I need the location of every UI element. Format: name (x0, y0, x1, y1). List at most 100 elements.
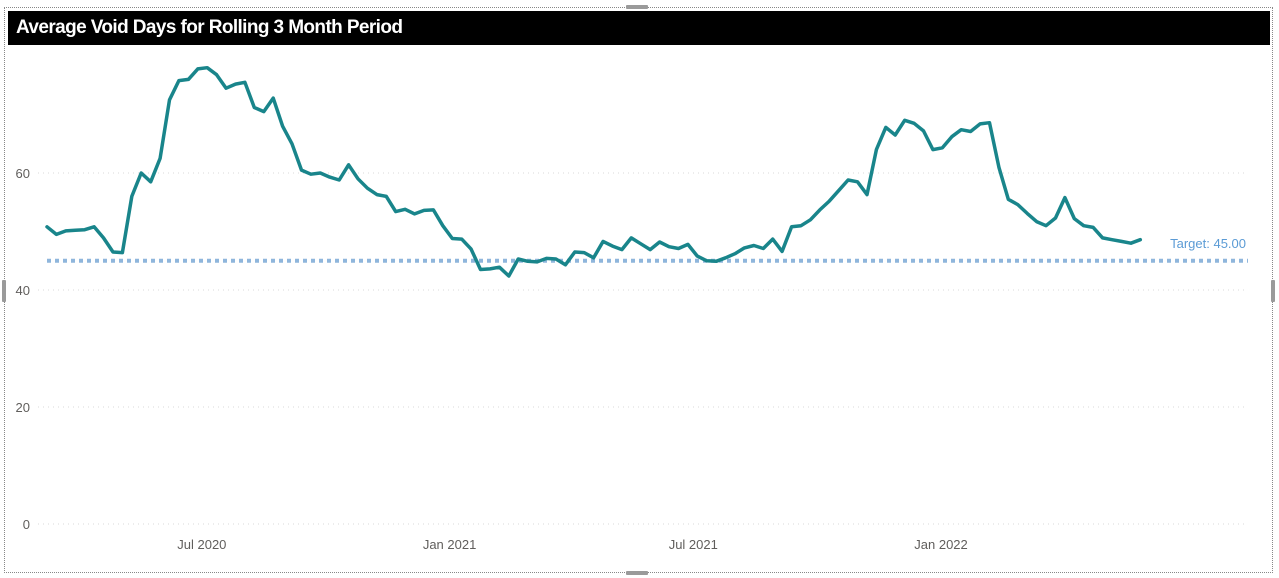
data-point[interactable] (477, 266, 485, 274)
data-point[interactable] (81, 226, 89, 234)
data-point[interactable] (882, 123, 890, 131)
data-point[interactable] (920, 127, 928, 135)
data-point[interactable] (250, 103, 258, 111)
data-point[interactable] (533, 258, 541, 266)
data-point[interactable] (722, 254, 730, 262)
data-point[interactable] (90, 223, 98, 231)
data-point[interactable] (429, 206, 437, 214)
data-point[interactable] (703, 257, 711, 265)
data-point[interactable] (543, 254, 551, 262)
data-point[interactable] (901, 116, 909, 124)
data-point[interactable] (844, 176, 852, 184)
data-point[interactable] (175, 77, 183, 85)
data-point[interactable] (938, 144, 946, 152)
data-point[interactable] (863, 191, 871, 199)
data-point[interactable] (71, 226, 79, 234)
data-point[interactable] (552, 255, 560, 263)
data-point[interactable] (985, 119, 993, 127)
resize-handle-left[interactable] (2, 280, 6, 302)
data-point[interactable] (373, 191, 381, 199)
data-point[interactable] (354, 175, 362, 183)
data-point[interactable] (269, 94, 277, 102)
data-point[interactable] (231, 80, 239, 88)
data-point[interactable] (297, 166, 305, 174)
data-point[interactable] (825, 197, 833, 205)
data-point[interactable] (684, 240, 692, 248)
data-point[interactable] (1033, 218, 1041, 226)
data-point[interactable] (52, 230, 60, 238)
data-point[interactable] (778, 247, 786, 255)
data-point[interactable] (967, 127, 975, 135)
data-point[interactable] (118, 249, 126, 257)
data-point[interactable] (580, 249, 588, 257)
data-point[interactable] (618, 246, 626, 254)
data-point[interactable] (854, 178, 862, 186)
resize-handle-bottom[interactable] (626, 571, 648, 575)
data-point[interactable] (420, 206, 428, 214)
data-point[interactable] (740, 244, 748, 252)
data-point[interactable] (872, 146, 880, 154)
data-point[interactable] (637, 240, 645, 248)
data-point[interactable] (439, 222, 447, 230)
data-point[interactable] (335, 176, 343, 184)
data-point[interactable] (514, 255, 522, 263)
data-point[interactable] (1080, 222, 1088, 230)
data-point[interactable] (910, 119, 918, 127)
data-point[interactable] (1070, 215, 1078, 223)
data-point[interactable] (184, 75, 192, 83)
data-point[interactable] (674, 244, 682, 252)
data-point[interactable] (505, 272, 513, 280)
data-point[interactable] (524, 257, 532, 265)
data-point[interactable] (1127, 239, 1135, 247)
data-point[interactable] (213, 71, 221, 79)
data-point[interactable] (307, 170, 315, 178)
data-point[interactable] (571, 248, 579, 256)
data-point[interactable] (382, 192, 390, 200)
data-point[interactable] (731, 250, 739, 258)
data-point[interactable] (590, 254, 598, 262)
data-point[interactable] (467, 245, 475, 253)
data-point[interactable] (1117, 237, 1125, 245)
data-point[interactable] (448, 235, 456, 243)
data-point[interactable] (279, 122, 287, 130)
data-point[interactable] (260, 108, 268, 116)
data-point[interactable] (241, 78, 249, 86)
data-point[interactable] (1061, 194, 1069, 202)
data-point[interactable] (166, 96, 174, 104)
data-point[interactable] (693, 252, 701, 260)
data-point[interactable] (288, 140, 296, 148)
data-point[interactable] (957, 126, 965, 134)
data-point[interactable] (1051, 214, 1059, 222)
resize-handle-right[interactable] (1271, 280, 1275, 302)
data-point[interactable] (147, 178, 155, 186)
data-point[interactable] (806, 216, 814, 224)
data-point[interactable] (495, 263, 503, 271)
data-point[interactable] (712, 257, 720, 265)
data-point[interactable] (62, 227, 70, 235)
data-point[interactable] (1042, 222, 1050, 230)
data-point[interactable] (222, 84, 230, 92)
data-point[interactable] (929, 146, 937, 154)
data-point[interactable] (646, 246, 654, 254)
data-point[interactable] (788, 223, 796, 231)
data-point[interactable] (363, 184, 371, 192)
data-point[interactable] (627, 234, 635, 242)
data-point[interactable] (1108, 236, 1116, 244)
data-point[interactable] (976, 120, 984, 128)
data-point[interactable] (1089, 223, 1097, 231)
data-point[interactable] (561, 261, 569, 269)
data-point[interactable] (1136, 236, 1144, 244)
data-point[interactable] (769, 235, 777, 243)
data-point[interactable] (797, 222, 805, 230)
data-point[interactable] (1099, 234, 1107, 242)
data-point[interactable] (608, 242, 616, 250)
data-point[interactable] (948, 133, 956, 141)
data-point[interactable] (816, 206, 824, 214)
data-point[interactable] (194, 65, 202, 73)
data-point[interactable] (1004, 195, 1012, 203)
data-point[interactable] (458, 235, 466, 243)
data-point[interactable] (656, 238, 664, 246)
data-point[interactable] (1014, 201, 1022, 209)
data-point[interactable] (891, 131, 899, 139)
data-point[interactable] (326, 173, 334, 181)
